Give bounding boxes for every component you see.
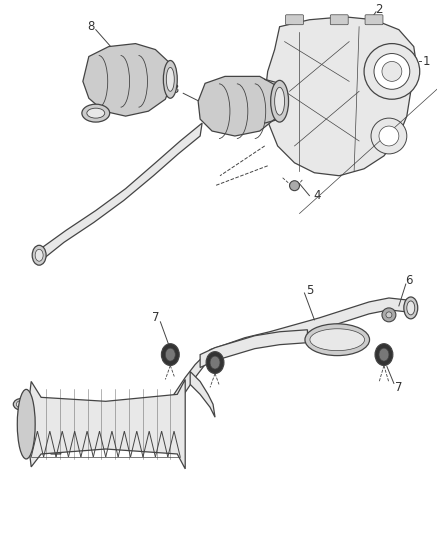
Ellipse shape — [166, 68, 174, 91]
Ellipse shape — [161, 344, 179, 366]
Ellipse shape — [35, 249, 43, 261]
Circle shape — [382, 308, 396, 322]
Ellipse shape — [407, 301, 415, 315]
Circle shape — [371, 118, 407, 154]
Text: 7: 7 — [395, 381, 403, 394]
Polygon shape — [83, 44, 172, 116]
Polygon shape — [155, 354, 215, 427]
Text: 2: 2 — [375, 3, 383, 17]
Circle shape — [364, 44, 420, 99]
Text: 1: 1 — [423, 55, 431, 68]
Text: 8: 8 — [87, 20, 95, 33]
Ellipse shape — [17, 390, 35, 459]
Ellipse shape — [305, 324, 370, 356]
Text: 7: 7 — [152, 311, 159, 325]
Ellipse shape — [404, 297, 418, 319]
Polygon shape — [198, 76, 282, 136]
Circle shape — [379, 126, 399, 146]
Ellipse shape — [375, 344, 393, 366]
Circle shape — [290, 181, 300, 191]
Ellipse shape — [82, 104, 110, 122]
Ellipse shape — [379, 348, 389, 361]
Polygon shape — [210, 298, 407, 361]
Ellipse shape — [210, 356, 220, 369]
Ellipse shape — [163, 60, 177, 98]
FancyBboxPatch shape — [330, 15, 348, 25]
Ellipse shape — [275, 87, 285, 115]
Text: 3: 3 — [172, 83, 179, 96]
Text: 5: 5 — [306, 284, 313, 296]
Polygon shape — [18, 411, 61, 454]
Ellipse shape — [16, 400, 28, 408]
FancyBboxPatch shape — [286, 15, 304, 25]
Ellipse shape — [206, 352, 224, 374]
Polygon shape — [39, 123, 202, 262]
Ellipse shape — [310, 329, 364, 351]
Ellipse shape — [13, 398, 31, 410]
Circle shape — [382, 61, 402, 82]
Polygon shape — [265, 17, 417, 176]
Ellipse shape — [271, 80, 289, 122]
Polygon shape — [26, 379, 185, 469]
Ellipse shape — [87, 108, 105, 118]
Ellipse shape — [32, 245, 46, 265]
Polygon shape — [200, 330, 307, 368]
Circle shape — [386, 312, 392, 318]
Polygon shape — [190, 372, 215, 417]
Text: 6: 6 — [405, 273, 413, 287]
Text: 4: 4 — [314, 189, 321, 202]
FancyBboxPatch shape — [365, 15, 383, 25]
Ellipse shape — [165, 348, 175, 361]
Circle shape — [374, 53, 410, 90]
